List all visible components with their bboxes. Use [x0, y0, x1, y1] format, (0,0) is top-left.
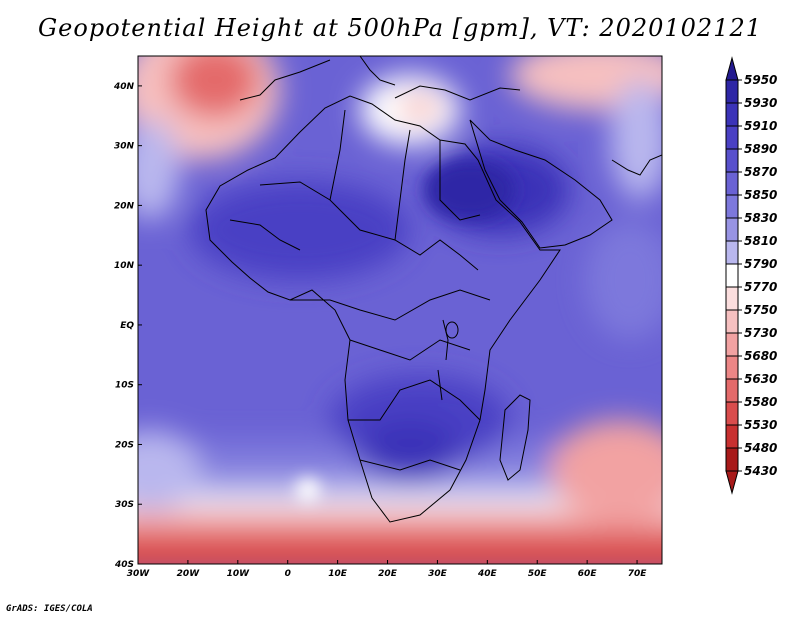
x-tick-label: 20E: [378, 569, 398, 579]
colorbar-segment: [725, 148, 739, 173]
colorbar-label: 5480: [744, 441, 777, 455]
colorbar-segment: [725, 102, 739, 127]
y-tick-label: EQ: [120, 321, 134, 331]
colorbar: 5950 5930 5910 5890 5870 5850 5830 5810 5790 5770…: [725, 56, 777, 495]
x-axis-ticks: 30W 20W 10W 0 10E 20E 30E 40E 50E 60E 70E: [127, 560, 647, 579]
x-tick-label: 30W: [127, 569, 151, 579]
colorbar-segment: [725, 217, 739, 242]
y-tick-label: 10S: [115, 381, 134, 391]
y-axis-ticks: 40N 30N 20N 10N EQ 10S 20S 30S 40S: [113, 82, 142, 570]
colorbar-label: 5770: [744, 280, 777, 294]
colorbar-label: 5630: [744, 372, 777, 386]
colorbar-bottom-arrow: [725, 470, 739, 495]
height-field: [138, 56, 662, 564]
colorbar-label: 5810: [744, 234, 777, 248]
colorbar-segment: [725, 447, 739, 472]
colorbar-segment: [725, 79, 739, 104]
colorbar-label: 5430: [744, 464, 777, 478]
x-tick-label: 70E: [628, 569, 648, 579]
colorbar-segment: [725, 171, 739, 196]
colorbar-segment: [725, 309, 739, 334]
coastlines: [205, 56, 662, 523]
x-tick-label: 10E: [328, 569, 348, 579]
y-tick-label: 30S: [115, 500, 134, 510]
x-tick-label: 10W: [227, 569, 251, 579]
colorbar-segment: [725, 355, 739, 380]
x-tick-label: 30E: [428, 569, 448, 579]
y-tick-label: 40S: [114, 560, 134, 570]
colorbar-label: 5680: [744, 349, 777, 363]
colorbar-top-arrow: [725, 56, 739, 81]
colorbar-label: 5950: [744, 73, 777, 87]
colorbar-label: 5850: [744, 188, 777, 202]
y-tick-label: 20S: [115, 440, 134, 450]
colorbar-label: 5930: [744, 96, 777, 110]
colorbar-label: 5870: [744, 165, 777, 179]
colorbar-label: 5530: [744, 418, 777, 432]
colorbar-label: 5890: [744, 142, 777, 156]
x-tick-label: 60E: [578, 569, 598, 579]
colorbar-label: 5730: [744, 326, 777, 340]
colorbar-segment: [725, 378, 739, 403]
chart-title: Geopotential Height at 500hPa [gpm], VT:…: [38, 14, 762, 42]
colorbar-segment: [725, 332, 739, 357]
x-tick-label: 0: [285, 569, 291, 579]
colorbar-label: 5750: [744, 303, 777, 317]
colorbar-label: 5580: [744, 395, 777, 409]
y-tick-label: 20N: [114, 201, 135, 211]
y-tick-label: 10N: [114, 261, 135, 271]
colorbar-segment: [725, 194, 739, 219]
colorbar-label: 5830: [744, 211, 777, 225]
colorbar-segment: [725, 240, 739, 265]
colorbar-segment: [725, 125, 739, 150]
x-tick-label: 50E: [528, 569, 548, 579]
colorbar-segment: [725, 424, 739, 449]
x-tick-label: 20W: [177, 569, 201, 579]
colorbar-segment: [725, 286, 739, 311]
plot-frame: [137, 55, 663, 565]
colorbar-label: 5910: [744, 119, 777, 133]
colorbar-segment: [725, 401, 739, 426]
colorbar-label: 5790: [744, 257, 777, 271]
colorbar-segment: [725, 263, 739, 288]
y-tick-label: 40N: [113, 82, 135, 92]
credit-text: GrADS: IGES/COLA: [6, 604, 93, 614]
x-tick-label: 40E: [477, 569, 498, 579]
y-tick-label: 30N: [114, 142, 135, 152]
